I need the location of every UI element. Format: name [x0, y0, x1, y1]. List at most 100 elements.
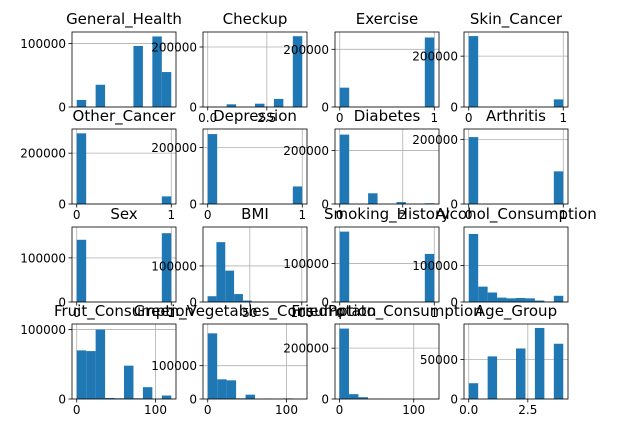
y-tick-label: 0 — [321, 393, 329, 407]
histogram-bar — [207, 333, 218, 399]
subplot-title: Smoking_History — [324, 205, 450, 224]
histogram-bar — [553, 343, 564, 399]
x-tick-label: 0 — [336, 403, 344, 417]
x-tick-label: 100 — [290, 306, 313, 320]
histogram-bar — [226, 380, 237, 399]
subplot-title: General_Health — [66, 10, 182, 29]
histogram-bar — [76, 100, 87, 107]
x-tick-label: 0 — [73, 403, 81, 417]
histogram-bar — [396, 202, 406, 204]
subplot-title: FriedPotato_Consumption — [291, 302, 482, 321]
y-tick-label: 200000 — [283, 43, 329, 57]
x-tick-label: 0 — [204, 403, 212, 417]
histogram-bar — [487, 292, 498, 302]
y-tick-label: 0 — [321, 198, 329, 212]
y-tick-label: 200000 — [283, 144, 329, 158]
subplot-alcohol-consumption: 0 100000 Alcohol_Consumption — [412, 205, 597, 310]
histogram-bar — [105, 397, 115, 399]
x-tick-label: 100 — [275, 403, 298, 417]
x-tick-label: 1 — [430, 111, 438, 125]
y-tick-label: 0 — [450, 393, 458, 407]
axes-frame — [463, 31, 569, 108]
y-tick-label: 0 — [450, 101, 458, 115]
histogram-bar — [497, 297, 507, 302]
axes-frame — [71, 128, 177, 205]
histogram-bar — [478, 286, 488, 302]
y-tick-label: 0 — [189, 393, 197, 407]
x-tick-label: 2 — [399, 208, 407, 222]
x-tick-label: 100 — [144, 403, 167, 417]
y-tick-label: 0 — [450, 296, 458, 310]
histogram-bar — [86, 351, 96, 399]
subplot-other-cancer: 0 1 0 200000 Other_Cancer — [20, 107, 177, 222]
histogram-bar — [133, 45, 143, 107]
x-tick-label: 0 — [204, 208, 212, 222]
y-tick-label: 0 — [321, 296, 329, 310]
histogram-bar — [292, 186, 303, 204]
x-tick-label: 0 — [73, 208, 81, 222]
x-tick-label: 1 — [559, 111, 567, 125]
histogram-bar — [217, 379, 227, 399]
subplot-arthritis: 0 1 0 200000 Arthritis — [412, 107, 569, 222]
axes-frame — [71, 226, 177, 303]
y-tick-label: 0 — [321, 101, 329, 115]
histogram-bar — [468, 233, 479, 302]
x-tick-label: 0.0 — [459, 403, 478, 417]
histogram-bar — [76, 133, 87, 204]
histogram-bar — [368, 193, 378, 204]
histogram-bar — [216, 242, 226, 302]
histogram-bar — [161, 196, 172, 204]
x-tick-label: 0 — [73, 306, 81, 320]
histogram-bar — [76, 239, 87, 302]
y-tick-label: 0 — [58, 393, 66, 407]
y-tick-label: 200000 — [412, 50, 458, 64]
histogram-bar — [358, 397, 368, 399]
y-tick-label: 100000 — [151, 259, 197, 273]
histogram-bar — [161, 395, 172, 399]
y-tick-label: 200000 — [151, 141, 197, 155]
histogram-bar — [245, 394, 255, 399]
y-tick-label: 0 — [58, 101, 66, 115]
subplot-title: Depression — [213, 107, 297, 125]
histogram-bar — [339, 231, 350, 302]
histogram-bar — [152, 36, 162, 107]
histogram-bar — [207, 134, 218, 204]
histogram-bar — [534, 327, 545, 399]
histogram-bar — [161, 72, 172, 107]
subplot-exercise: 0 1 0 200000 Exercise — [283, 10, 440, 125]
x-tick-label: 0 — [336, 306, 344, 320]
histogram-bar — [516, 297, 526, 302]
histogram-bar — [525, 298, 535, 302]
histogram-bar — [95, 329, 106, 399]
histogram-bar — [424, 37, 435, 107]
subplot-bmi: 50 100 0 100000 BMI — [151, 205, 313, 320]
subplot-title: Age_Group — [475, 302, 557, 321]
subplot-title: Skin_Cancer — [470, 10, 563, 29]
axes-frame — [202, 128, 308, 205]
histogram-bar — [292, 36, 303, 108]
histogram-bar — [424, 253, 435, 302]
axes-frame — [334, 226, 440, 303]
x-tick-label: 1 — [167, 306, 175, 320]
histogram-bar — [339, 328, 349, 399]
subplot-title: Alcohol_Consumption — [435, 205, 597, 224]
histogram-bar — [468, 137, 479, 204]
y-tick-label: 100000 — [283, 257, 329, 271]
y-tick-label: 0 — [58, 198, 66, 212]
y-tick-label: 50000 — [420, 353, 458, 367]
x-tick-label: 100 — [402, 403, 425, 417]
x-tick-label: 1 — [430, 306, 438, 320]
axes-frame — [202, 226, 308, 303]
subplot-age-group: 0.0 2.5 0 50000 Age_Group — [420, 302, 569, 417]
histogram-bar — [553, 295, 564, 302]
histogram-bar — [242, 300, 252, 302]
histogram-bar — [161, 233, 172, 302]
axes-frame — [334, 323, 440, 400]
histogram-bar — [207, 296, 217, 302]
subplot-title: Green_Vegetables_Consumption — [134, 302, 377, 321]
histogram-bar — [95, 84, 106, 107]
histogram-bar — [234, 294, 243, 302]
y-tick-label: 0 — [189, 101, 197, 115]
histogram-bar — [534, 300, 545, 302]
